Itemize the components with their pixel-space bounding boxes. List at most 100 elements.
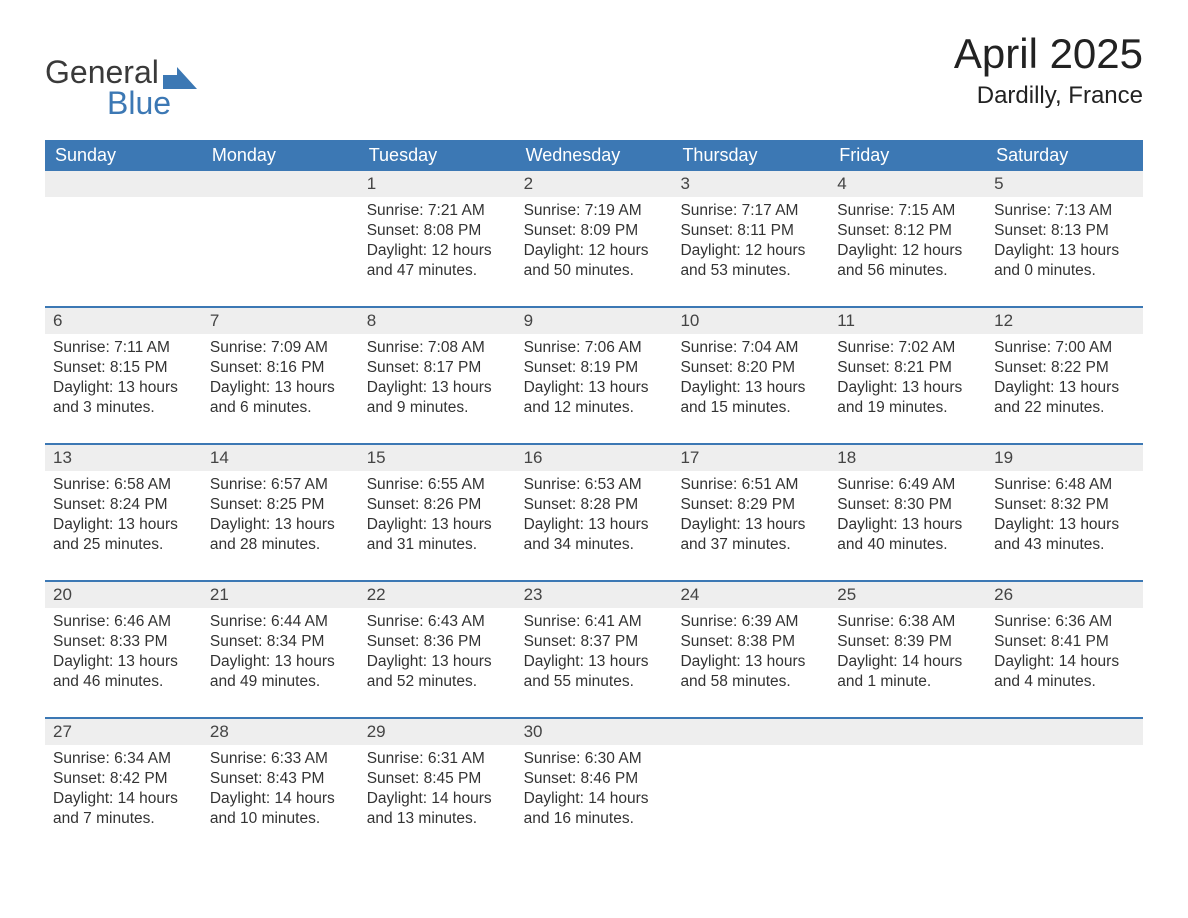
day-cell: 18Sunrise: 6:49 AMSunset: 8:30 PMDayligh…: [829, 445, 986, 580]
day-cell: 23Sunrise: 6:41 AMSunset: 8:37 PMDayligh…: [516, 582, 673, 717]
day-body: Sunrise: 6:43 AMSunset: 8:36 PMDaylight:…: [359, 608, 516, 697]
day-number: 16: [516, 445, 673, 471]
day-dl2: and 3 minutes.: [53, 398, 194, 418]
day-cell: 5Sunrise: 7:13 AMSunset: 8:13 PMDaylight…: [986, 171, 1143, 306]
day-dl1: Daylight: 14 hours: [210, 789, 351, 809]
day-number: 4: [829, 171, 986, 197]
weekday-header: Thursday: [672, 140, 829, 171]
week-row: 1Sunrise: 7:21 AMSunset: 8:08 PMDaylight…: [45, 171, 1143, 306]
day-cell: 27Sunrise: 6:34 AMSunset: 8:42 PMDayligh…: [45, 719, 202, 854]
day-number: 24: [672, 582, 829, 608]
day-sunset: Sunset: 8:42 PM: [53, 769, 194, 789]
day-cell: 17 Sunrise: 6:51 AMSunset: 8:29 PMDayligh…: [672, 445, 829, 580]
day-sunset: Sunset: 8:17 PM: [367, 358, 508, 378]
day-dl2: and 53 minutes.: [680, 261, 821, 281]
day-sunrise: Sunrise: 6:51 AM: [680, 475, 821, 495]
day-dl1: Daylight: 13 hours: [837, 378, 978, 398]
day-body: Sunrise: 6:53 AMSunset: 8:28 PMDaylight:…: [516, 471, 673, 560]
day-sunrise: Sunrise: 7:09 AM: [210, 338, 351, 358]
weekday-header: Tuesday: [359, 140, 516, 171]
day-cell: 21Sunrise: 6:44 AMSunset: 8:34 PMDayligh…: [202, 582, 359, 717]
day-dl1: Daylight: 13 hours: [210, 652, 351, 672]
day-dl1: Daylight: 13 hours: [210, 515, 351, 535]
day-body: Sunrise: 6:34 AMSunset: 8:42 PMDaylight:…: [45, 745, 202, 834]
day-body: Sunrise: 6:58 AMSunset: 8:24 PMDaylight:…: [45, 471, 202, 560]
day-dl2: and 37 minutes.: [680, 535, 821, 555]
day-dl2: and 58 minutes.: [680, 672, 821, 692]
day-sunrise: Sunrise: 6:53 AM: [524, 475, 665, 495]
day-cell: 26Sunrise: 6:36 AMSunset: 8:41 PMDayligh…: [986, 582, 1143, 717]
day-sunrise: Sunrise: 7:17 AM: [680, 201, 821, 221]
day-dl1: Daylight: 13 hours: [367, 515, 508, 535]
day-sunrise: Sunrise: 7:21 AM: [367, 201, 508, 221]
day-number: 28: [202, 719, 359, 745]
day-cell: 13Sunrise: 6:58 AMSunset: 8:24 PMDayligh…: [45, 445, 202, 580]
day-dl1: Daylight: 13 hours: [524, 515, 665, 535]
day-body: Sunrise: 7:09 AMSunset: 8:16 PMDaylight:…: [202, 334, 359, 423]
day-dl2: and 1 minute.: [837, 672, 978, 692]
day-sunrise: Sunrise: 7:11 AM: [53, 338, 194, 358]
day-sunset: Sunset: 8:11 PM: [680, 221, 821, 241]
day-dl1: Daylight: 14 hours: [367, 789, 508, 809]
day-body: Sunrise: 6:46 AMSunset: 8:33 PMDaylight:…: [45, 608, 202, 697]
day-sunset: Sunset: 8:25 PM: [210, 495, 351, 515]
day-sunset: Sunset: 8:32 PM: [994, 495, 1135, 515]
day-sunset: Sunset: 8:37 PM: [524, 632, 665, 652]
day-dl2: and 22 minutes.: [994, 398, 1135, 418]
day-sunset: Sunset: 8:19 PM: [524, 358, 665, 378]
day-cell: 10Sunrise: 7:04 AMSunset: 8:20 PMDayligh…: [672, 308, 829, 443]
day-number: 17: [672, 445, 829, 471]
day-sunrise: Sunrise: 7:19 AM: [524, 201, 665, 221]
day-dl2: and 56 minutes.: [837, 261, 978, 281]
day-sunrise: Sunrise: 7:08 AM: [367, 338, 508, 358]
day-dl1: Daylight: 13 hours: [680, 515, 821, 535]
week-row: 27Sunrise: 6:34 AMSunset: 8:42 PMDayligh…: [45, 717, 1143, 854]
day-dl1: Daylight: 13 hours: [680, 652, 821, 672]
day-body: Sunrise: 6:31 AMSunset: 8:45 PMDaylight:…: [359, 745, 516, 834]
day-body: Sunrise: 6:55 AMSunset: 8:26 PMDaylight:…: [359, 471, 516, 560]
day-dl2: and 19 minutes.: [837, 398, 978, 418]
day-number: 21: [202, 582, 359, 608]
day-number: 12: [986, 308, 1143, 334]
day-cell: [672, 719, 829, 854]
day-cell: 22Sunrise: 6:43 AMSunset: 8:36 PMDayligh…: [359, 582, 516, 717]
day-sunrise: Sunrise: 6:34 AM: [53, 749, 194, 769]
day-body: Sunrise: 7:04 AMSunset: 8:20 PMDaylight:…: [672, 334, 829, 423]
day-cell: 11Sunrise: 7:02 AMSunset: 8:21 PMDayligh…: [829, 308, 986, 443]
day-dl1: Daylight: 12 hours: [524, 241, 665, 261]
day-body: Sunrise: 6:48 AMSunset: 8:32 PMDaylight:…: [986, 471, 1143, 560]
day-sunrise: Sunrise: 7:00 AM: [994, 338, 1135, 358]
day-sunrise: Sunrise: 7:04 AM: [680, 338, 821, 358]
day-body: Sunrise: 7:06 AMSunset: 8:19 PMDaylight:…: [516, 334, 673, 423]
day-number: 27: [45, 719, 202, 745]
day-number: 5: [986, 171, 1143, 197]
day-sunrise: Sunrise: 7:13 AM: [994, 201, 1135, 221]
weekday-header: Friday: [829, 140, 986, 171]
day-body: Sunrise: 7:08 AMSunset: 8:17 PMDaylight:…: [359, 334, 516, 423]
calendar: Sunday Monday Tuesday Wednesday Thursday…: [45, 140, 1143, 854]
day-dl1: Daylight: 14 hours: [837, 652, 978, 672]
day-number: 25: [829, 582, 986, 608]
day-sunset: Sunset: 8:46 PM: [524, 769, 665, 789]
day-sunset: Sunset: 8:29 PM: [680, 495, 821, 515]
day-number: 9: [516, 308, 673, 334]
day-dl2: and 12 minutes.: [524, 398, 665, 418]
day-number: [672, 719, 829, 745]
day-dl1: Daylight: 13 hours: [680, 378, 821, 398]
day-number: 29: [359, 719, 516, 745]
day-body: Sunrise: 7:21 AMSunset: 8:08 PMDaylight:…: [359, 197, 516, 286]
day-sunrise: Sunrise: 7:06 AM: [524, 338, 665, 358]
logo-text-blue: Blue: [107, 85, 197, 122]
title-block: April 2025 Dardilly, France: [954, 30, 1143, 110]
day-body: Sunrise: 6:44 AMSunset: 8:34 PMDaylight:…: [202, 608, 359, 697]
day-cell: 3Sunrise: 7:17 AMSunset: 8:11 PMDaylight…: [672, 171, 829, 306]
day-sunrise: Sunrise: 6:58 AM: [53, 475, 194, 495]
day-number: [45, 171, 202, 197]
day-sunset: Sunset: 8:15 PM: [53, 358, 194, 378]
day-dl2: and 55 minutes.: [524, 672, 665, 692]
week-row: 13Sunrise: 6:58 AMSunset: 8:24 PMDayligh…: [45, 443, 1143, 580]
day-dl1: Daylight: 14 hours: [994, 652, 1135, 672]
month-title: April 2025: [954, 30, 1143, 78]
day-number: [829, 719, 986, 745]
day-sunrise: Sunrise: 6:38 AM: [837, 612, 978, 632]
